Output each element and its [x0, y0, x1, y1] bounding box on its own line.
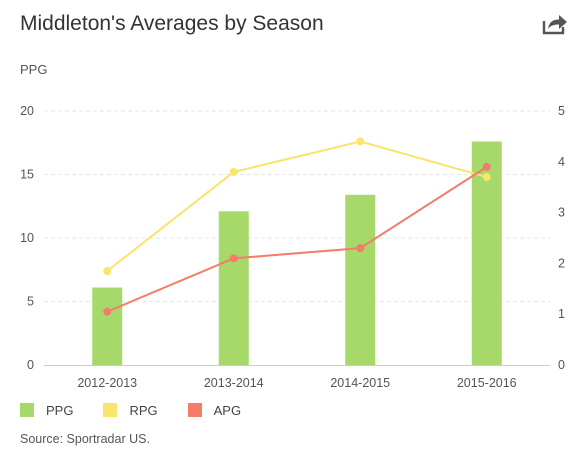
chart-title: Middleton's Averages by Season	[20, 12, 324, 35]
y-right-tick-label: 4	[558, 155, 565, 169]
legend-item-rpg[interactable]: RPG	[103, 402, 158, 418]
y-left-tick-label: 20	[20, 104, 34, 118]
legend-swatch	[103, 403, 118, 417]
point-apg	[229, 254, 238, 263]
share-icon[interactable]	[542, 12, 568, 36]
y-right-tick-label: 3	[558, 206, 565, 220]
legend-item-ppg[interactable]: PPG	[20, 403, 73, 418]
point-rpg	[356, 137, 365, 146]
y-axis-title: PPG	[20, 62, 48, 77]
line-apg	[106, 166, 488, 313]
point-apg	[482, 162, 491, 171]
bar-ppg	[92, 287, 123, 365]
y-right-tick-label: 0	[558, 358, 565, 372]
legend-swatch	[187, 403, 202, 417]
x-tick-label: 2015-2016	[457, 376, 517, 390]
legend-label: RPG	[129, 402, 158, 418]
chart-plot: 0 5 10 15 20 0 1 2 3 4 5 2012-2013 2013-2014 2014-201…	[20, 104, 565, 390]
x-tick-label: 2013-2014	[204, 376, 264, 390]
bar-ppg	[345, 194, 376, 365]
point-apg	[356, 244, 365, 253]
legend-label: PPG	[46, 402, 74, 418]
legend-label: APG	[213, 402, 242, 418]
point-rpg	[229, 167, 238, 176]
legend-item-apg[interactable]: APG	[187, 402, 242, 418]
source-note: Source: Sportradar US.	[20, 432, 150, 446]
legend-swatch	[20, 403, 34, 417]
y-left-tick-label: 5	[27, 295, 34, 309]
line-rpg	[106, 140, 488, 272]
y-right-tick-label: 1	[558, 307, 565, 321]
x-tick-label: 2014-2015	[330, 376, 390, 390]
point-rpg	[482, 173, 491, 182]
y-right-tick-label: 5	[558, 104, 565, 118]
legend: PPG RPG APG	[20, 400, 271, 420]
y-left-tick-label: 15	[20, 168, 34, 182]
y-left-tick-label: 10	[20, 231, 34, 245]
y-left-tick-label: 0	[27, 358, 34, 372]
bar-ppg	[218, 211, 249, 365]
point-rpg	[103, 267, 112, 276]
point-apg	[103, 307, 112, 316]
x-tick-label: 2012-2013	[77, 376, 137, 390]
y-right-tick-label: 2	[558, 256, 565, 270]
